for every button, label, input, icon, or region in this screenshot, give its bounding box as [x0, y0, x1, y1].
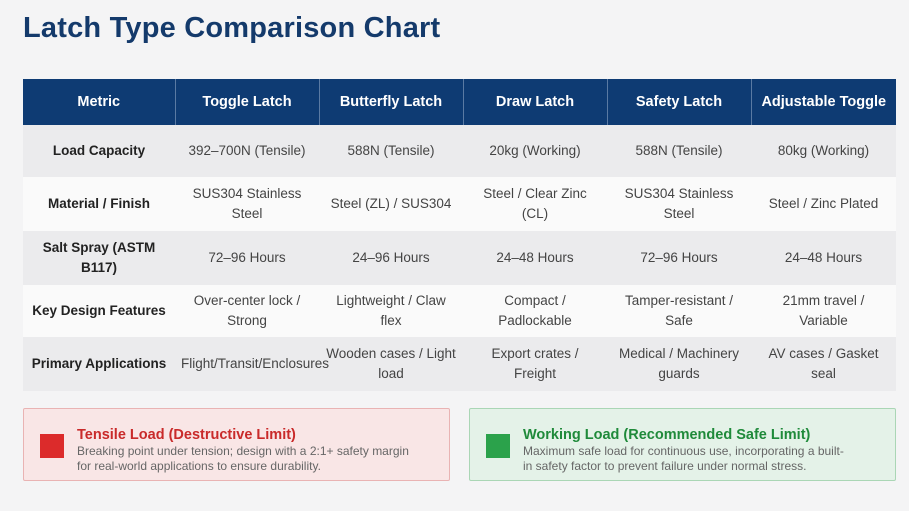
- table-cell: Over-center lock / Strong: [175, 285, 319, 337]
- column-header: Toggle Latch: [175, 79, 320, 125]
- table-cell: 80kg (Working): [751, 125, 896, 177]
- column-header: Adjustable Toggle: [751, 79, 896, 125]
- table-row: Load Capacity 392–700N (Tensile) 588N (T…: [23, 125, 896, 177]
- red-square-icon: [40, 434, 64, 458]
- table-cell: SUS304 Stainless Steel: [607, 177, 751, 231]
- legend-description-line: for real-world applications to ensure du…: [77, 459, 321, 473]
- legend-description-line: Breaking point under tension; design wit…: [77, 444, 409, 458]
- metric-cell: Material / Finish: [23, 177, 175, 231]
- table-row: Primary Applications Flight/Transit/Encl…: [23, 337, 896, 391]
- legend-working-load: Working Load (Recommended Safe Limit) Ma…: [469, 408, 896, 481]
- table-cell: Wooden cases / Light load: [319, 337, 463, 391]
- table-cell: Steel / Zinc Plated: [751, 177, 896, 231]
- table-cell: Steel / Clear Zinc (CL): [463, 177, 607, 231]
- table-row: Material / Finish SUS304 Stainless Steel…: [23, 177, 896, 231]
- table-cell: 392–700N (Tensile): [175, 125, 319, 177]
- comparison-table: Metric Toggle Latch Butterfly Latch Draw…: [23, 79, 896, 391]
- table-cell: 588N (Tensile): [607, 125, 751, 177]
- table-row: Key Design Features Over-center lock / S…: [23, 285, 896, 337]
- table-cell: 24–96 Hours: [319, 231, 463, 285]
- table-cell: 588N (Tensile): [319, 125, 463, 177]
- legend-title: Working Load (Recommended Safe Limit): [523, 427, 811, 443]
- table-cell: 24–48 Hours: [751, 231, 896, 285]
- column-header: Butterfly Latch: [319, 79, 464, 125]
- page-title: Latch Type Comparison Chart: [23, 12, 441, 44]
- column-header: Draw Latch: [463, 79, 608, 125]
- legend-tensile-load: Tensile Load (Destructive Limit) Breakin…: [23, 408, 450, 481]
- table-cell: 21mm travel / Variable: [751, 285, 896, 337]
- table-cell: 72–96 Hours: [607, 231, 751, 285]
- legend-title: Tensile Load (Destructive Limit): [77, 427, 296, 443]
- table-header-row: Metric Toggle Latch Butterfly Latch Draw…: [23, 79, 896, 125]
- table-row: Salt Spray (ASTM B117) 72–96 Hours 24–96…: [23, 231, 896, 285]
- legend-description-line: Maximum safe load for continuous use, in…: [523, 444, 844, 458]
- table-cell: AV cases / Gasket seal: [751, 337, 896, 391]
- table-cell: Tamper-resistant / Safe: [607, 285, 751, 337]
- green-square-icon: [486, 434, 510, 458]
- table-cell: Lightweight / Claw flex: [319, 285, 463, 337]
- table-cell: Export crates / Freight: [463, 337, 607, 391]
- table-cell: 20kg (Working): [463, 125, 607, 177]
- table-cell: Medical / Machinery guards: [607, 337, 751, 391]
- column-header: Metric: [23, 79, 176, 125]
- table-cell: SUS304 Stainless Steel: [175, 177, 319, 231]
- metric-cell: Load Capacity: [23, 125, 175, 177]
- legend-description-line: in safety factor to prevent failure unde…: [523, 459, 807, 473]
- table-cell: Compact / Padlockable: [463, 285, 607, 337]
- table-cell: 24–48 Hours: [463, 231, 607, 285]
- table-cell: Flight/Transit/Enclosures: [175, 337, 329, 391]
- metric-cell: Salt Spray (ASTM B117): [23, 231, 175, 285]
- table-cell: 72–96 Hours: [175, 231, 319, 285]
- metric-cell: Primary Applications: [23, 337, 175, 391]
- column-header: Safety Latch: [607, 79, 752, 125]
- metric-cell: Key Design Features: [23, 285, 175, 337]
- table-cell: Steel (ZL) / SUS304: [319, 177, 463, 231]
